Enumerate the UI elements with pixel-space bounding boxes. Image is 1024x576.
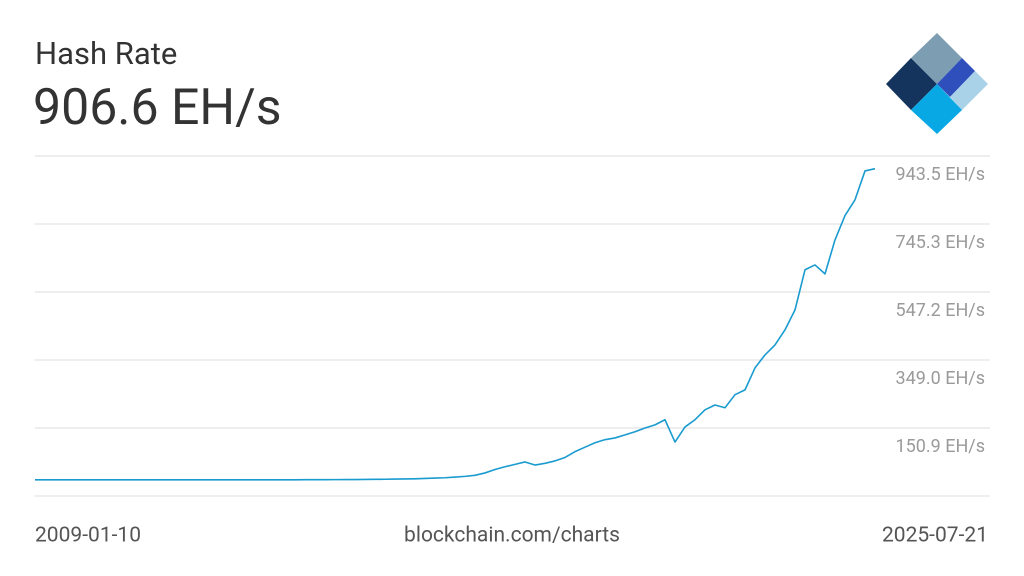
logo-part xyxy=(950,71,988,110)
x-tick-label: 2025-07-21 xyxy=(882,524,988,548)
logo-part xyxy=(937,58,975,97)
logo-part xyxy=(911,33,962,84)
y-tick-label: 547.2 EH/s xyxy=(896,300,985,321)
chart-title: Hash Rate xyxy=(35,35,177,72)
logo-part xyxy=(886,58,937,110)
logo xyxy=(886,33,988,134)
y-tick-label: 943.5 EH/s xyxy=(896,164,985,185)
x-tick-label: 2009-01-10 xyxy=(35,524,141,548)
data-line xyxy=(35,167,876,481)
logo-part xyxy=(911,84,962,134)
y-tick-label: 349.0 EH/s xyxy=(896,368,985,389)
current-value: 906.6 EH/s xyxy=(33,79,282,137)
y-tick-label: 745.3 EH/s xyxy=(896,232,985,253)
source: blockchain.com/charts xyxy=(404,524,620,548)
y-tick-label: 150.9 EH/s xyxy=(896,436,985,457)
